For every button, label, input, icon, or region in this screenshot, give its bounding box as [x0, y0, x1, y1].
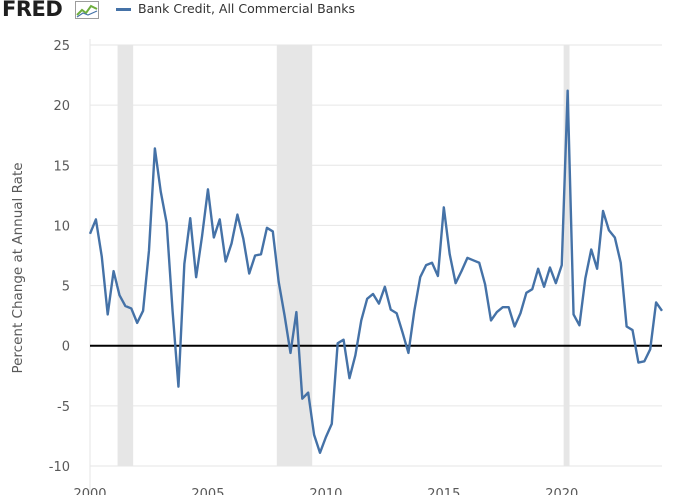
- data-points-group: [89, 90, 663, 454]
- x-tick-label: 2000: [73, 487, 106, 495]
- y-tick-label: 10: [53, 219, 70, 234]
- series-line: [88, 89, 663, 454]
- y-axis-label: Percent Change at Annual Rate: [10, 162, 26, 373]
- x-tick-label: 2010: [309, 487, 342, 495]
- y-tick-label: 0: [62, 340, 70, 355]
- recession-shade: [276, 45, 313, 466]
- fred-logo: FRED: [2, 0, 63, 21]
- y-tick-label: 20: [53, 99, 70, 114]
- line-chart-icon: [75, 1, 99, 19]
- x-tick-label: 2020: [545, 487, 578, 495]
- gridlines-group: [89, 39, 662, 494]
- x-tick-label: 2005: [191, 487, 224, 495]
- y-tick-label: -5: [57, 400, 70, 415]
- y-tick-labels: 25 20 15 10 5 0 -5 -10: [49, 39, 70, 475]
- y-tick-label: 5: [62, 280, 70, 295]
- recession-shade: [563, 45, 570, 466]
- recession-shade: [117, 45, 134, 466]
- x-tick-label: 2015: [427, 487, 460, 495]
- y-tick-label: 25: [53, 39, 70, 54]
- x-tick-labels: 2000 2005 2010 2015 2020: [73, 487, 578, 495]
- y-tick-label: -10: [49, 460, 70, 475]
- y-tick-label: 15: [53, 159, 70, 174]
- legend-label: Bank Credit, All Commercial Banks: [138, 1, 356, 16]
- legend-swatch: [116, 8, 131, 11]
- chart-header: FRED Bank Credit, All Commercial Banks: [0, 0, 680, 22]
